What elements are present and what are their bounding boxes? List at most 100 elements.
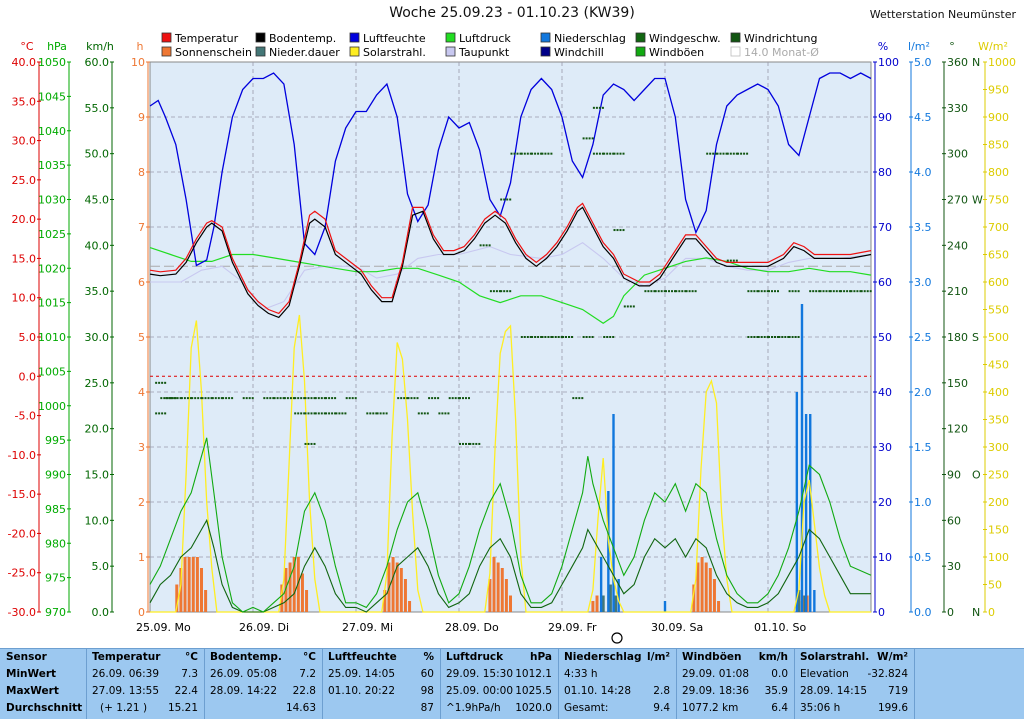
wind-direction-dot: [691, 290, 694, 293]
wind-direction-dot: [214, 397, 217, 400]
wind-direction-dot: [591, 336, 594, 338]
wind-direction-dot: [297, 412, 300, 415]
wind-direction-dot: [760, 290, 763, 293]
sunshine-bar: [395, 562, 399, 612]
axis-tick-label: 10: [878, 551, 892, 564]
wind-direction-dot: [647, 290, 650, 293]
axis-tick-label: 1.0: [914, 496, 932, 509]
wind-direction-dot: [653, 290, 656, 293]
stats-unit-gust: km/h: [758, 651, 788, 663]
temp-max-value: 22.4: [174, 685, 198, 697]
wind-direction-dot: [200, 397, 203, 400]
wind-direction-dot: [164, 412, 167, 415]
wind-direction-dot: [320, 412, 323, 415]
sunshine-bar: [200, 568, 203, 612]
wind-direction-dot: [307, 412, 310, 415]
legend-label: Temperatur: [174, 32, 239, 45]
wind-direction-dot: [529, 336, 532, 338]
legend-label: 14.0 Monat-Ø: [744, 46, 819, 59]
wind-direction-dot: [509, 198, 512, 201]
axis-tick-label: 180: [947, 331, 968, 344]
rain-bar: [804, 414, 808, 612]
axis-tick-label: -10.0: [8, 449, 36, 462]
legend-label: Bodentemp.: [269, 32, 336, 45]
dewpoint-line: [150, 242, 872, 311]
wind-direction-dot: [492, 290, 495, 293]
wind-direction-dot: [534, 336, 537, 338]
wind-direction-dot: [766, 290, 769, 293]
humidity-min-time: 25.09. 14:05: [328, 668, 395, 680]
wind-direction-dot: [248, 397, 251, 400]
wind-direction-dot: [541, 152, 544, 155]
sunshine-bar: [403, 579, 407, 612]
sunshine-bar: [280, 584, 284, 612]
wind-direction-dot: [534, 152, 537, 155]
wind-direction-dot: [335, 412, 338, 415]
humidity-min-value: 60: [420, 668, 434, 680]
wind-direction-dot: [788, 336, 791, 338]
axis-tick-label: 300: [988, 441, 1009, 454]
legend-swatch: [349, 32, 360, 43]
wind-direction-dot: [623, 305, 626, 308]
wind-direction-dot: [753, 336, 756, 338]
direction-label: W: [972, 194, 983, 207]
clock-icon: [611, 632, 623, 644]
wind-direction-dot: [592, 106, 595, 109]
wind-direction-dot: [468, 442, 470, 445]
pressure-line: [149, 247, 872, 325]
axis-unit-label: h: [137, 40, 144, 53]
wind-direction-dot: [791, 336, 794, 338]
wind-direction-dot: [768, 290, 770, 293]
wind-direction-dot: [510, 152, 513, 155]
axis-tick-label: 1005: [38, 365, 66, 378]
soil-avg-value: 14.63: [285, 702, 316, 714]
legend-label: Windgeschw.: [649, 32, 721, 45]
wind-direction-dot: [465, 397, 467, 400]
statistics-table: Sensor MinWert MaxWert Durchschnitt Temp…: [0, 648, 1024, 719]
wind-direction-dot: [351, 397, 354, 400]
sunshine-bar: [187, 557, 191, 612]
stats-unit-pressure: hPa: [530, 651, 552, 663]
axis-tick-label: 0.0: [914, 606, 932, 619]
stats-header-gust: Windböen: [682, 651, 742, 663]
wind-direction-dot: [320, 397, 323, 400]
wind-direction-dot: [303, 412, 306, 415]
wind-direction-dot: [544, 336, 547, 338]
wind-direction-dot: [376, 412, 379, 415]
wind-direction-dot: [531, 152, 534, 155]
temp-avg-value: 15.21: [167, 702, 198, 714]
wind-direction-dot: [341, 412, 344, 415]
axis-unit-label: W/m²: [978, 40, 1008, 53]
stats-header-rain: Niederschlag: [564, 651, 642, 663]
sunshine-bar: [292, 557, 296, 612]
wind-direction-dot: [410, 397, 413, 400]
stats-gust-column: Windböen km/h 29.09. 01:08 0.0 29.09. 18:3…: [676, 649, 795, 719]
wind-direction-dot: [495, 290, 498, 293]
axis-tick-label: 650: [988, 249, 1009, 262]
rain-duration: 4:33 h: [564, 668, 598, 680]
wind-direction-dot: [678, 290, 681, 293]
axis-tick-label: 0: [947, 606, 954, 619]
wind-direction-dot: [626, 305, 629, 308]
axis-tick-label: 3.0: [914, 276, 932, 289]
wind-direction-dot: [863, 290, 866, 293]
wind-direction-dot: [210, 397, 213, 400]
wind-direction-dot: [325, 412, 328, 415]
wind-direction-dot: [417, 412, 420, 415]
axis-tick-label: 150: [947, 377, 968, 390]
wind-direction-dot: [423, 412, 426, 415]
wind-direction-dot: [732, 259, 735, 262]
wind-direction-dot: [613, 152, 616, 155]
stats-header-solar: Solarstrahl.: [800, 651, 870, 663]
wind-direction-dot: [550, 336, 553, 338]
axis-tick-label: 80: [878, 166, 892, 179]
wind-direction-dot: [204, 397, 207, 400]
axis-tick-label: 40: [878, 386, 892, 399]
pressure-min-value: 1012.1: [515, 668, 552, 680]
legend-swatch: [730, 46, 741, 57]
wind-direction-dot: [747, 290, 750, 293]
sunshine-bar: [408, 601, 412, 612]
legend-swatch: [161, 32, 172, 43]
wind-direction-dot: [644, 290, 647, 293]
wind-direction-dot: [729, 152, 732, 155]
